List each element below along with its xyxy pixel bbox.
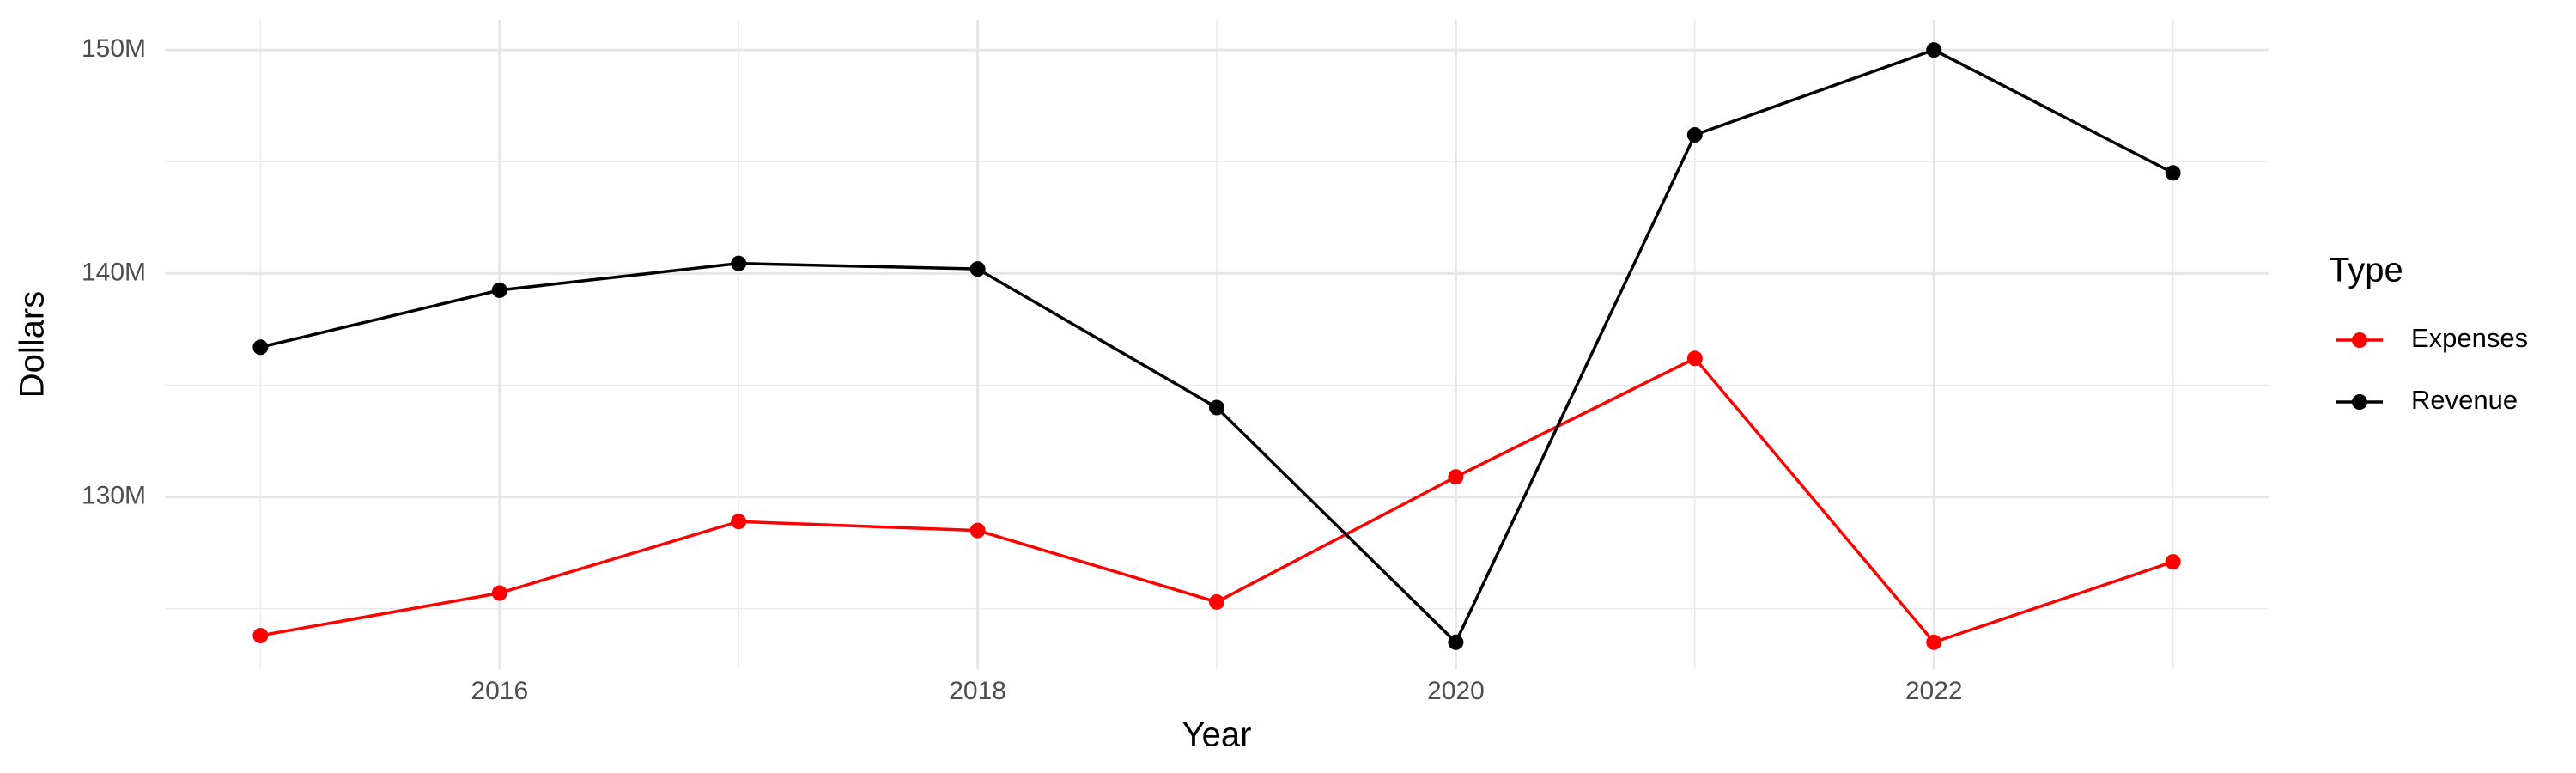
data-point xyxy=(731,514,747,530)
legend-label: Revenue xyxy=(2411,385,2518,415)
x-axis-title: Year xyxy=(1182,716,1252,754)
data-point xyxy=(1926,634,1942,650)
y-tick-label: 150M xyxy=(82,34,146,63)
legend-label: Expenses xyxy=(2411,323,2528,353)
data-point xyxy=(252,339,269,356)
legend-key-point xyxy=(2352,332,2367,348)
x-tick-label: 2020 xyxy=(1427,677,1485,705)
data-point xyxy=(2165,165,2181,181)
data-point xyxy=(1448,469,1464,485)
x-tick-label: 2016 xyxy=(471,677,528,705)
legend-title: Type xyxy=(2329,252,2403,289)
data-point xyxy=(1209,593,1224,610)
x-tick-label: 2022 xyxy=(1905,677,1963,705)
data-point xyxy=(1448,634,1464,650)
data-point xyxy=(2165,554,2181,570)
legend-key-point xyxy=(2352,394,2367,410)
y-axis-title: Dollars xyxy=(14,291,52,398)
grid xyxy=(165,20,2269,669)
x-tick-label: 2018 xyxy=(949,677,1006,705)
data-point xyxy=(491,585,507,601)
y-tick-label: 130M xyxy=(82,482,146,510)
data-point xyxy=(731,255,747,271)
data-point xyxy=(969,522,986,539)
data-point xyxy=(1926,42,1942,58)
data-point xyxy=(969,261,986,277)
data-point xyxy=(1209,399,1224,416)
data-point xyxy=(1686,127,1703,143)
data-point xyxy=(1686,350,1703,367)
data-point xyxy=(491,282,507,298)
data-point xyxy=(252,627,269,643)
y-tick-label: 140M xyxy=(82,258,146,286)
